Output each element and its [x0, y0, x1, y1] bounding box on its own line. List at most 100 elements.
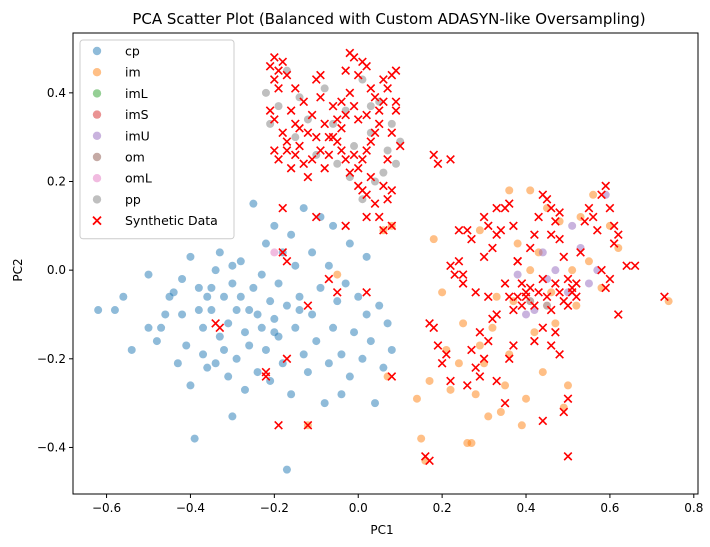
synthetic-point [563, 301, 573, 310]
data-point [551, 266, 560, 275]
synthetic-point [387, 372, 397, 381]
data-point [350, 142, 359, 151]
data-point [282, 465, 291, 474]
data-point [459, 319, 468, 328]
data-point [228, 279, 237, 288]
data-point [291, 323, 300, 332]
synthetic-point [546, 230, 556, 240]
data-point [387, 345, 396, 354]
plot-points [94, 48, 673, 474]
data-point [320, 399, 329, 408]
synthetic-point [613, 310, 623, 319]
data-point [203, 363, 212, 372]
data-point [274, 102, 283, 111]
data-point [396, 137, 405, 146]
y-tick-label: 0.2 [47, 174, 66, 188]
synthetic-point [538, 323, 548, 333]
data-point [215, 248, 224, 257]
data-point [299, 350, 308, 359]
synthetic-point [311, 212, 321, 222]
series-synthetic-data [211, 48, 669, 466]
legend-label: imL [125, 86, 148, 101]
synthetic-point [546, 203, 556, 213]
data-point [249, 283, 258, 292]
synthetic-point [483, 221, 493, 231]
data-point [312, 337, 321, 346]
data-point [471, 390, 480, 399]
synthetic-point [517, 279, 527, 288]
legend-label: imS [125, 107, 149, 122]
series-im [303, 186, 673, 465]
synthetic-point [563, 451, 573, 461]
synthetic-point [567, 287, 577, 297]
data-point [421, 456, 430, 465]
data-point [563, 381, 572, 390]
synthetic-point [584, 203, 594, 213]
data-point [161, 310, 170, 319]
synthetic-point [609, 239, 619, 248]
synthetic-point [286, 163, 296, 173]
synthetic-point [580, 217, 590, 226]
data-point [287, 230, 296, 239]
data-point [144, 323, 153, 332]
synthetic-point [349, 53, 359, 62]
synthetic-point [597, 190, 606, 200]
synthetic-point [592, 225, 602, 235]
data-point [324, 261, 333, 270]
data-point [391, 159, 400, 168]
synthetic-point [525, 243, 535, 253]
synthetic-point [551, 327, 560, 337]
synthetic-point [500, 279, 510, 288]
data-point [442, 345, 451, 354]
synthetic-point [555, 208, 564, 217]
data-point [387, 119, 396, 128]
series-cp [94, 199, 396, 474]
synthetic-point [446, 376, 455, 386]
synthetic-point [341, 66, 351, 76]
synthetic-point [492, 203, 502, 213]
synthetic-point [324, 150, 334, 160]
data-point [555, 217, 564, 226]
data-point [295, 306, 304, 315]
data-point [366, 102, 375, 111]
data-point [316, 212, 325, 221]
data-point [211, 266, 220, 275]
synthetic-point [337, 146, 346, 155]
synthetic-point [475, 327, 485, 337]
data-point [362, 252, 371, 261]
synthetic-point [546, 341, 556, 350]
data-point [190, 434, 199, 443]
legend-entry: imU [92, 128, 150, 143]
x-tick-label: 0.0 [349, 501, 368, 515]
legend-entry: imS [92, 107, 149, 122]
synthetic-point [483, 292, 493, 302]
data-point [207, 306, 216, 315]
data-point [329, 221, 338, 230]
data-point [186, 381, 195, 390]
data-point [522, 310, 531, 319]
data-point [194, 283, 203, 292]
data-point [501, 381, 510, 390]
data-point [224, 372, 233, 381]
synthetic-point [446, 261, 455, 271]
synthetic-point [290, 150, 300, 160]
data-point [542, 204, 551, 213]
synthetic-point [479, 212, 489, 222]
synthetic-point [622, 261, 632, 271]
data-point [232, 354, 241, 363]
synthetic-point [345, 168, 355, 177]
synthetic-point [496, 225, 506, 235]
synthetic-point [576, 248, 585, 257]
synthetic-point [341, 154, 351, 164]
data-point [379, 363, 388, 372]
data-point [215, 332, 224, 341]
chart-title: PCA Scatter Plot (Balanced with Custom A… [132, 10, 645, 28]
data-point [366, 128, 375, 137]
data-point [316, 283, 325, 292]
synthetic-point [530, 230, 539, 240]
legend-label: omL [125, 171, 152, 186]
synthetic-point [269, 53, 279, 62]
synthetic-point [307, 110, 317, 120]
synthetic-point [425, 456, 434, 466]
data-point [240, 385, 249, 394]
